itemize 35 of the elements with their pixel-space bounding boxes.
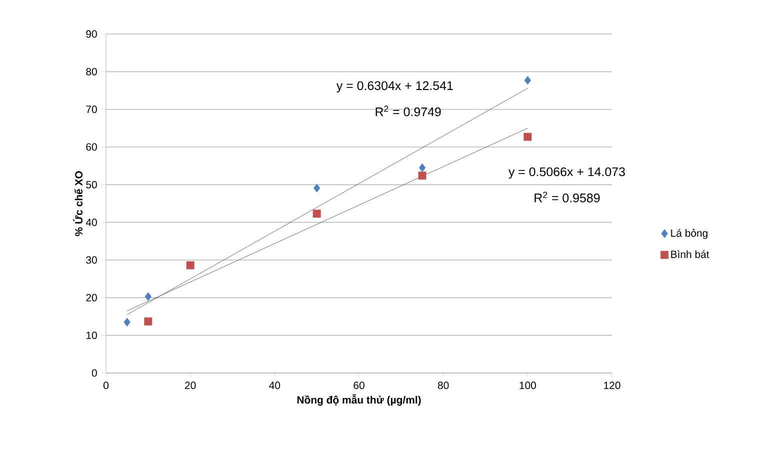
- point: [124, 318, 130, 327]
- point: [418, 172, 426, 180]
- point: [144, 292, 152, 301]
- legend-label: Lá bỏng: [671, 228, 708, 239]
- x-tick-label: 0: [103, 382, 108, 390]
- annotation: R$^{2}$ = 0.9749: [376, 106, 441, 116]
- y-axis-title: % Ức chế XO: [73, 171, 83, 236]
- y-tick-label: 90: [86, 30, 97, 38]
- y-tick-label: 80: [86, 68, 97, 76]
- y-tick-label: 20: [86, 294, 97, 302]
- point: [418, 163, 426, 172]
- x-tick-label: 100: [520, 382, 536, 390]
- point: [144, 317, 152, 326]
- x-tick-label: 60: [354, 382, 364, 390]
- y-tick-label: 30: [86, 256, 97, 264]
- y-tick-label: 70: [86, 106, 97, 114]
- annotation: y = 0.6304x + 12.541: [336, 81, 453, 93]
- legend-label: Bình bát: [671, 250, 710, 258]
- point: [524, 76, 532, 85]
- x-axis-title: Nồng độ mẫu thử (µg/ml): [297, 394, 421, 406]
- y-tick-label: 10: [86, 332, 97, 340]
- y-tick-label: 50: [86, 180, 97, 188]
- y-tick-label: 0: [92, 369, 97, 377]
- y-tick-label: 60: [86, 143, 97, 151]
- x-tick-label: 80: [438, 382, 449, 390]
- point: [524, 132, 532, 141]
- x-tick-label: 120: [604, 382, 620, 390]
- point: [186, 261, 194, 270]
- x-tick-label: 40: [269, 382, 280, 390]
- x-tick-label: 20: [185, 382, 196, 390]
- y-tick-label: 40: [86, 218, 97, 226]
- annotation: y = 0.5066x + 14.073: [508, 167, 625, 179]
- annotation: R$^{2}$ = 0.9589: [534, 192, 600, 202]
- point: [312, 210, 321, 218]
- point: [313, 184, 320, 192]
